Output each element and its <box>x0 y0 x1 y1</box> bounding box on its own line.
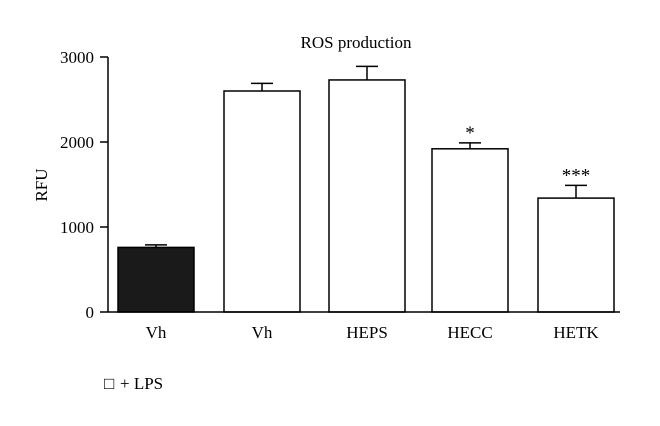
legend-symbol: □ <box>104 374 114 393</box>
x-tick-label-2: HEPS <box>346 323 388 342</box>
significance-labels: **** <box>465 123 590 187</box>
bar-1 <box>223 90 301 313</box>
chart-title: ROS production <box>301 33 412 52</box>
x-tick-label-3: HECC <box>447 323 492 342</box>
legend: □ + LPS <box>104 374 163 393</box>
x-tick-label-4: HETK <box>553 323 599 342</box>
y-axis-title: RFU <box>32 168 51 201</box>
bar-0 <box>117 246 195 313</box>
error-bars <box>145 65 587 248</box>
significance-label-3: * <box>465 123 475 144</box>
significance-label-4: *** <box>562 165 591 186</box>
bars <box>117 79 615 313</box>
bar-4 <box>537 197 615 313</box>
y-tick-label: 3000 <box>60 48 94 67</box>
y-tick-label: 0 <box>86 303 95 322</box>
x-tick-label-1: Vh <box>252 323 273 342</box>
x-tick-label-0: Vh <box>146 323 167 342</box>
y-tick-label: 1000 <box>60 218 94 237</box>
y-tick-label: 2000 <box>60 133 94 152</box>
bar-3 <box>431 148 509 313</box>
y-ticks: 0 1000 2000 3000 <box>60 48 108 322</box>
x-tick-labels: Vh Vh HEPS HECC HETK <box>146 323 600 342</box>
bar-2 <box>328 79 406 313</box>
legend-label: + LPS <box>120 374 163 393</box>
